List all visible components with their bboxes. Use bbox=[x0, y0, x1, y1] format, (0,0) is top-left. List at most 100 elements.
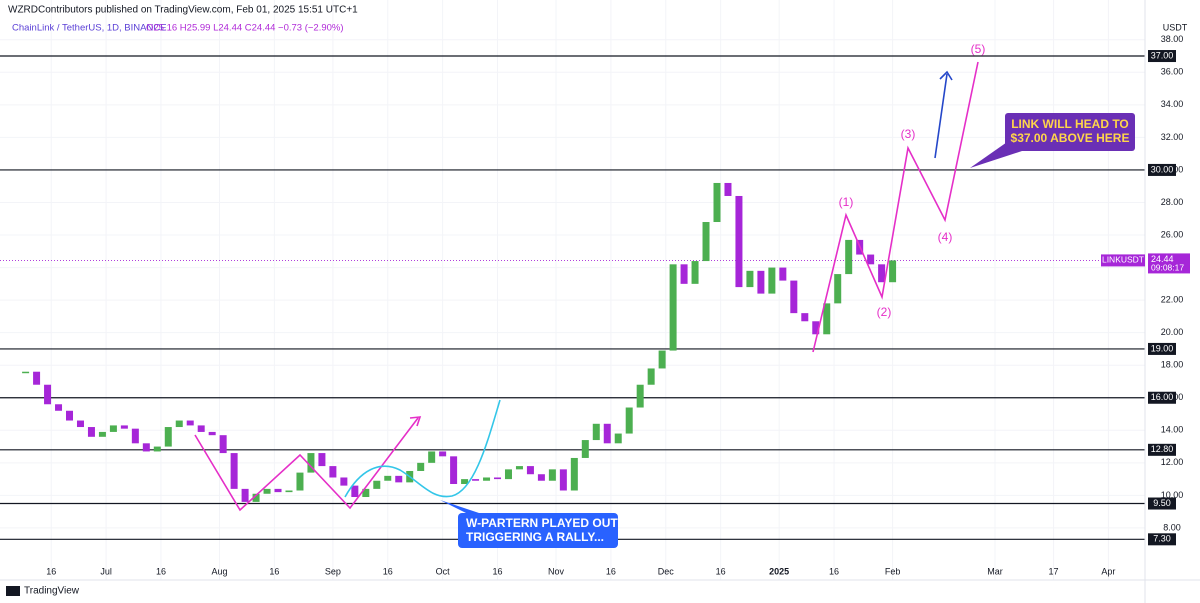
candle bbox=[417, 462, 425, 471]
candle bbox=[55, 404, 63, 411]
candle bbox=[702, 222, 710, 262]
wave-labels: (1) (2) (3) (4) (5) bbox=[839, 42, 986, 319]
candle bbox=[252, 493, 260, 502]
y-tick-label: 14.00 bbox=[1161, 425, 1184, 435]
candle bbox=[559, 469, 567, 491]
candle bbox=[219, 435, 227, 454]
candle bbox=[735, 195, 743, 288]
level-box bbox=[1148, 497, 1176, 510]
candle bbox=[636, 384, 644, 408]
candle bbox=[76, 420, 84, 428]
callout-pointer bbox=[440, 500, 485, 515]
candle bbox=[823, 303, 831, 335]
pattern-callout: W-PARTERN PLAYED OUT TRIGGERING A RALLY.… bbox=[440, 500, 618, 548]
candle bbox=[537, 474, 545, 481]
candle bbox=[526, 466, 534, 475]
candle bbox=[603, 423, 611, 444]
y-tick-label: 12.00 bbox=[1161, 457, 1184, 467]
candles bbox=[22, 182, 897, 502]
level-box bbox=[1148, 443, 1176, 456]
y-tick-label: 38.00 bbox=[1161, 34, 1184, 44]
candle bbox=[109, 425, 117, 432]
candle bbox=[801, 313, 809, 322]
callout-box bbox=[458, 513, 618, 548]
y-tick-label: 26.00 bbox=[1161, 229, 1184, 239]
x-tick-label: Mar bbox=[987, 566, 1003, 576]
candle bbox=[373, 480, 381, 489]
level-label: 12.80 bbox=[1151, 444, 1174, 454]
candle bbox=[812, 321, 820, 335]
candle bbox=[834, 274, 842, 304]
level-box bbox=[1148, 163, 1176, 176]
candle bbox=[504, 469, 512, 480]
x-tick-label: 16 bbox=[493, 566, 503, 576]
candle bbox=[494, 477, 502, 480]
candle bbox=[351, 485, 359, 498]
candle bbox=[175, 420, 183, 428]
y-tick-label: 32.00 bbox=[1161, 132, 1184, 142]
candle bbox=[746, 270, 754, 288]
x-tick-label: 16 bbox=[829, 566, 839, 576]
level-box bbox=[1148, 342, 1176, 355]
projection-arrow bbox=[934, 73, 948, 159]
level-label: 30.00 bbox=[1151, 164, 1174, 174]
candle bbox=[768, 267, 776, 294]
candle bbox=[285, 490, 293, 493]
level-label: 16.00 bbox=[1151, 392, 1174, 402]
x-tick-label: 17 bbox=[1049, 566, 1059, 576]
x-tick-label: 16 bbox=[156, 566, 166, 576]
level-label: 9.50 bbox=[1153, 498, 1171, 508]
y-tick-label: 34.00 bbox=[1161, 99, 1184, 109]
candle bbox=[230, 453, 238, 489]
candle bbox=[680, 264, 688, 284]
candle bbox=[483, 477, 491, 481]
price-box bbox=[1148, 253, 1190, 274]
candle bbox=[790, 280, 798, 314]
countdown: 09:08:17 bbox=[1151, 263, 1184, 273]
annotations bbox=[194, 61, 979, 512]
candle bbox=[340, 477, 348, 486]
x-tick-label: Apr bbox=[1101, 566, 1115, 576]
currency: USDT bbox=[1163, 22, 1188, 32]
candle bbox=[241, 488, 249, 502]
candle bbox=[669, 264, 677, 351]
target-callout: LINK WILL HEAD TO $37.00 ABOVE HERE bbox=[970, 113, 1135, 168]
w-pattern bbox=[194, 417, 419, 512]
callout-text: TRIGGERING A RALLY... bbox=[466, 530, 604, 544]
candle bbox=[472, 479, 480, 481]
candle bbox=[153, 446, 161, 452]
candle bbox=[197, 425, 205, 432]
candle bbox=[164, 427, 172, 447]
symbol-label: LINKUSDT bbox=[1102, 255, 1144, 265]
candle bbox=[614, 433, 622, 444]
x-tick-label: Aug bbox=[211, 566, 227, 576]
w-arrow bbox=[409, 416, 422, 427]
callout-text: $37.00 ABOVE HERE bbox=[1011, 131, 1130, 145]
candle bbox=[362, 488, 370, 498]
w-curve bbox=[344, 399, 501, 498]
x-tick-label: Dec bbox=[658, 566, 675, 576]
candle bbox=[570, 457, 578, 491]
publisher: WZRDContributors published on TradingVie… bbox=[8, 5, 358, 16]
wave-label: (2) bbox=[877, 305, 892, 319]
candle bbox=[296, 472, 304, 491]
candle bbox=[625, 407, 633, 434]
candle bbox=[131, 428, 139, 444]
candle bbox=[263, 488, 271, 494]
candle bbox=[395, 475, 403, 483]
candle bbox=[450, 456, 458, 484]
wave-label: (4) bbox=[938, 230, 953, 244]
x-tick-label: 16 bbox=[716, 566, 726, 576]
y-tick-label: 28.00 bbox=[1161, 197, 1184, 207]
candle bbox=[713, 182, 721, 223]
candle bbox=[186, 420, 194, 426]
wave-label: (3) bbox=[901, 127, 916, 141]
x-tick-label: 16 bbox=[269, 566, 279, 576]
candle bbox=[428, 451, 436, 463]
candle bbox=[757, 270, 765, 294]
candle bbox=[461, 479, 469, 484]
candle bbox=[384, 475, 392, 481]
symbol: ChainLink / TetherUS, 1D, BINANCE bbox=[12, 23, 167, 34]
